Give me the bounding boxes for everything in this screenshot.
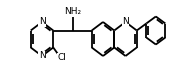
Text: N: N [39, 18, 45, 26]
Text: N: N [39, 52, 45, 61]
Text: N: N [122, 18, 129, 26]
Text: NH₂: NH₂ [64, 7, 81, 16]
Text: Cl: Cl [58, 53, 67, 62]
